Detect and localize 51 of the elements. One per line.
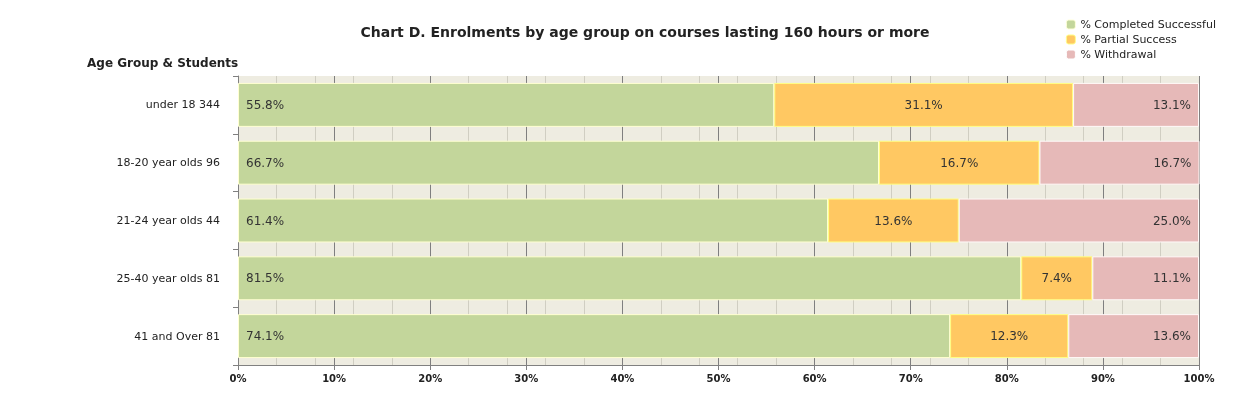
legend-label: % Completed Successful bbox=[1080, 18, 1216, 31]
data-label: 31.1% bbox=[904, 97, 943, 112]
bar bbox=[238, 256, 1022, 301]
data-label: 16.7% bbox=[1153, 155, 1192, 170]
data-label: 66.7% bbox=[246, 155, 285, 170]
data-label: 61.4% bbox=[246, 213, 285, 228]
x-tick-label: 100% bbox=[1183, 372, 1215, 384]
data-label: 16.7% bbox=[940, 155, 979, 170]
bar bbox=[1092, 256, 1199, 301]
bar bbox=[238, 314, 951, 359]
data-label: 81.5% bbox=[246, 271, 285, 286]
data-label: 55.8% bbox=[246, 97, 285, 112]
y-tick-label: under 18 344 bbox=[145, 98, 220, 112]
bar bbox=[238, 140, 879, 185]
chart-title: Chart D. Enrolments by age group on courses lasting 160 hours or more bbox=[360, 24, 930, 40]
bar bbox=[1073, 82, 1199, 127]
bar bbox=[238, 198, 829, 243]
data-label: 13.6% bbox=[1152, 329, 1191, 344]
x-tick-label: 40% bbox=[610, 372, 635, 384]
y-axis-title: Age Group & Students bbox=[87, 56, 239, 70]
legend-label: % Partial Success bbox=[1080, 33, 1177, 46]
x-tick-label: 0% bbox=[229, 372, 247, 384]
y-tick-label: 18-20 year olds 96 bbox=[116, 156, 220, 170]
data-label: 7.4% bbox=[1041, 271, 1073, 286]
data-label: 12.3% bbox=[990, 329, 1029, 344]
y-tick-label: 25-40 year olds 81 bbox=[116, 271, 220, 285]
bar bbox=[1039, 140, 1200, 185]
bar bbox=[1021, 256, 1093, 301]
data-label: 74.1% bbox=[246, 329, 285, 344]
y-tick-label: 21-24 year olds 44 bbox=[116, 214, 220, 227]
y-tick-label: 41 and Over 81 bbox=[134, 329, 220, 343]
bar bbox=[1068, 314, 1199, 359]
x-tick-label: 60% bbox=[802, 372, 827, 384]
bar bbox=[958, 198, 1199, 243]
x-tick-label: 10% bbox=[322, 372, 347, 384]
bar bbox=[774, 82, 1074, 127]
x-tick-label: 70% bbox=[898, 372, 923, 384]
data-label: 13.6% bbox=[874, 213, 913, 228]
bar bbox=[878, 140, 1040, 185]
data-label: 13.1% bbox=[1152, 97, 1191, 112]
bar bbox=[950, 314, 1069, 359]
legend-label: % Withdrawal bbox=[1080, 48, 1157, 61]
x-tick-label: 20% bbox=[418, 372, 443, 384]
x-tick-label: 90% bbox=[1090, 372, 1115, 384]
x-tick-label: 50% bbox=[706, 372, 731, 384]
data-label: 25.0% bbox=[1152, 213, 1191, 228]
x-tick-label: 80% bbox=[994, 372, 1019, 384]
bar bbox=[828, 198, 959, 243]
x-tick-label: 30% bbox=[514, 372, 539, 384]
data-label: 11.1% bbox=[1152, 271, 1191, 286]
bar bbox=[238, 82, 775, 127]
